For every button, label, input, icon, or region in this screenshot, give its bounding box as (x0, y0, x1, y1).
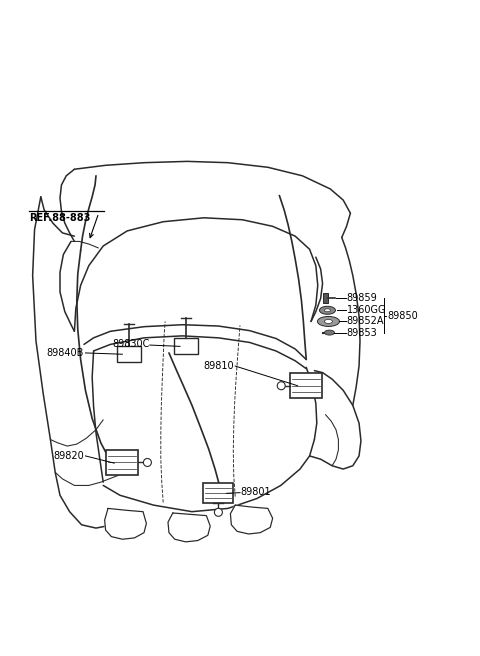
Text: REF.88-883: REF.88-883 (29, 213, 90, 223)
Circle shape (215, 508, 222, 516)
Polygon shape (168, 513, 210, 542)
Ellipse shape (324, 330, 335, 335)
Bar (324, 293, 328, 304)
Text: 89852A: 89852A (347, 316, 384, 327)
FancyBboxPatch shape (107, 450, 138, 475)
FancyBboxPatch shape (174, 338, 198, 354)
FancyBboxPatch shape (290, 373, 322, 398)
Text: 89840B: 89840B (47, 348, 84, 358)
Ellipse shape (320, 306, 336, 314)
Circle shape (277, 382, 285, 390)
Text: 89830C: 89830C (112, 339, 150, 350)
Text: 89801: 89801 (240, 487, 271, 497)
Text: 89850: 89850 (387, 310, 418, 321)
Ellipse shape (317, 316, 339, 327)
Text: 89859: 89859 (347, 293, 377, 304)
Polygon shape (105, 508, 146, 539)
Text: 89810: 89810 (204, 361, 234, 371)
FancyBboxPatch shape (204, 483, 233, 503)
Circle shape (144, 459, 151, 466)
Ellipse shape (324, 319, 333, 323)
Polygon shape (230, 505, 273, 534)
Text: 1360GG: 1360GG (347, 305, 386, 316)
Ellipse shape (324, 309, 330, 312)
Text: 89853: 89853 (347, 327, 377, 338)
Text: 89820: 89820 (53, 451, 84, 461)
FancyBboxPatch shape (117, 346, 141, 362)
